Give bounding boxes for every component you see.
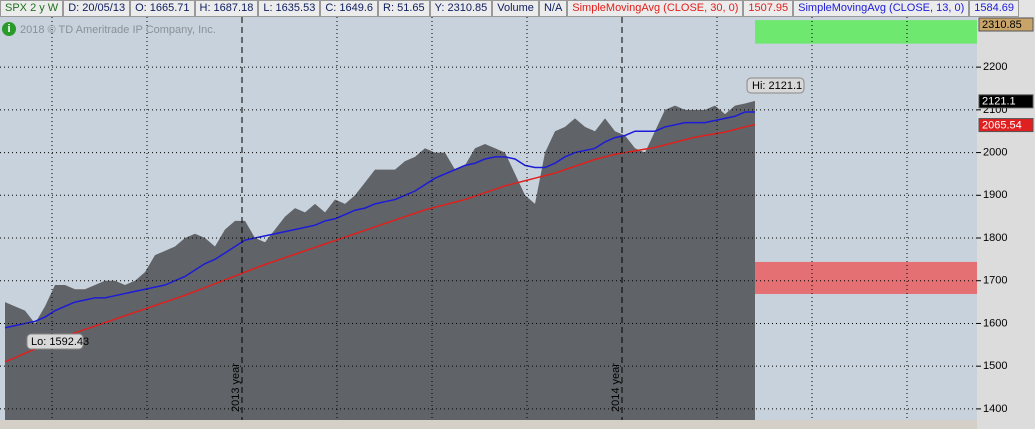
info-icon-glyph: i [7,23,10,35]
chart: 2013 year 2014 year i 2018 © TD Ameritra… [0,17,1035,429]
header-field: Volume [492,0,539,17]
header-field: N/A [538,0,568,17]
price-marker [978,118,1034,133]
y-tick-label: 1700 [983,275,1007,287]
header-field: R: 51.65 [378,0,430,17]
zone [755,261,977,294]
info-icon[interactable] [2,22,16,36]
lo-label: Lo: 1592.43 [31,336,89,348]
hi-label-box [746,77,805,94]
price-marker [978,17,1034,32]
header-bar: SPX 2 y W D: 20/05/13 O: 1665.71 H: 1687.1… [0,0,1035,17]
symbol: SPX 2 y W [0,0,64,17]
price-area [5,100,755,420]
y-tick-label: 1400 [983,403,1007,415]
y-tick-label: 1800 [983,232,1007,244]
plot-layer [0,20,977,420]
price-marker-label: 2065.54 [982,119,1022,131]
header-field: C: 1649.6 [320,0,379,17]
moving-average [4,123,756,363]
moving-average [4,111,755,329]
y-tick-label: 1600 [983,317,1007,329]
price-marker-label: 2121.1 [982,96,1016,108]
lo-label-box [26,333,84,350]
axis-background [977,17,1035,429]
price-marker-label: 2310.85 [982,19,1022,31]
study-value: 1584.69 [969,0,1019,17]
study-value: 1507.95 [743,0,794,17]
y-tick-label: 2000 [983,146,1007,158]
y-tick-label: 1900 [983,189,1007,201]
header-field: D: 20/05/13 [63,0,131,17]
hi-label: Hi: 2121.1 [752,80,802,92]
zone [755,20,977,44]
header-field: L: 1635.53 [258,0,321,17]
year-label: 2014 year [610,363,622,412]
year-label: 2013 year [230,363,242,412]
header-field: Y: 2310.85 [429,0,493,17]
y-tick-label: 2200 [983,61,1007,73]
study-name: SimpleMovingAvg (CLOSE, 13, 0) [793,0,970,17]
price-marker [978,94,1034,109]
header-field: H: 1687.18 [194,0,259,17]
study-name: SimpleMovingAvg (CLOSE, 30, 0) [567,0,744,17]
year-separators [241,17,623,420]
y-tick-label: 1500 [983,360,1007,372]
watermark: 2018 © TD Ameritrade IP Company, Inc. [20,24,216,36]
header-field: O: 1665.71 [130,0,195,17]
